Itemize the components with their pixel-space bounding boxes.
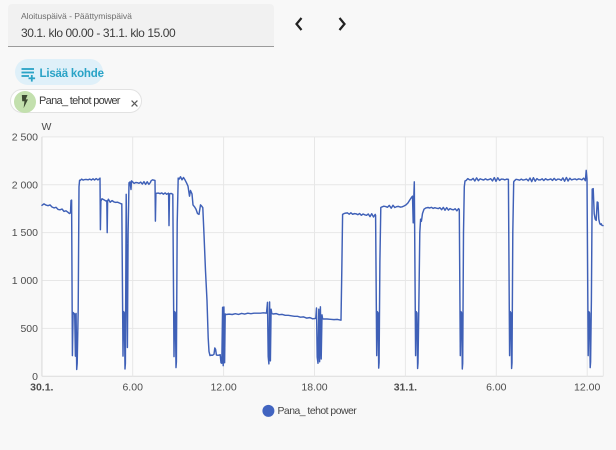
svg-text:1 000: 1 000	[12, 275, 38, 287]
svg-text:12.00: 12.00	[574, 382, 600, 394]
svg-text:0: 0	[32, 371, 38, 383]
svg-text:W: W	[42, 121, 52, 133]
svg-text:30.1.: 30.1.	[30, 382, 53, 394]
svg-text:2 500: 2 500	[12, 132, 38, 144]
svg-text:6.00: 6.00	[486, 382, 507, 394]
svg-text:6.00: 6.00	[122, 382, 143, 394]
svg-text:500: 500	[20, 323, 38, 335]
svg-text:12.00: 12.00	[210, 382, 236, 394]
svg-text:1 500: 1 500	[12, 227, 38, 239]
svg-text:18.00: 18.00	[301, 382, 327, 394]
svg-text:31.1.: 31.1.	[394, 382, 417, 394]
svg-text:2 000: 2 000	[12, 179, 38, 191]
svg-text:Pana_ tehot power: Pana_ tehot power	[278, 406, 358, 417]
